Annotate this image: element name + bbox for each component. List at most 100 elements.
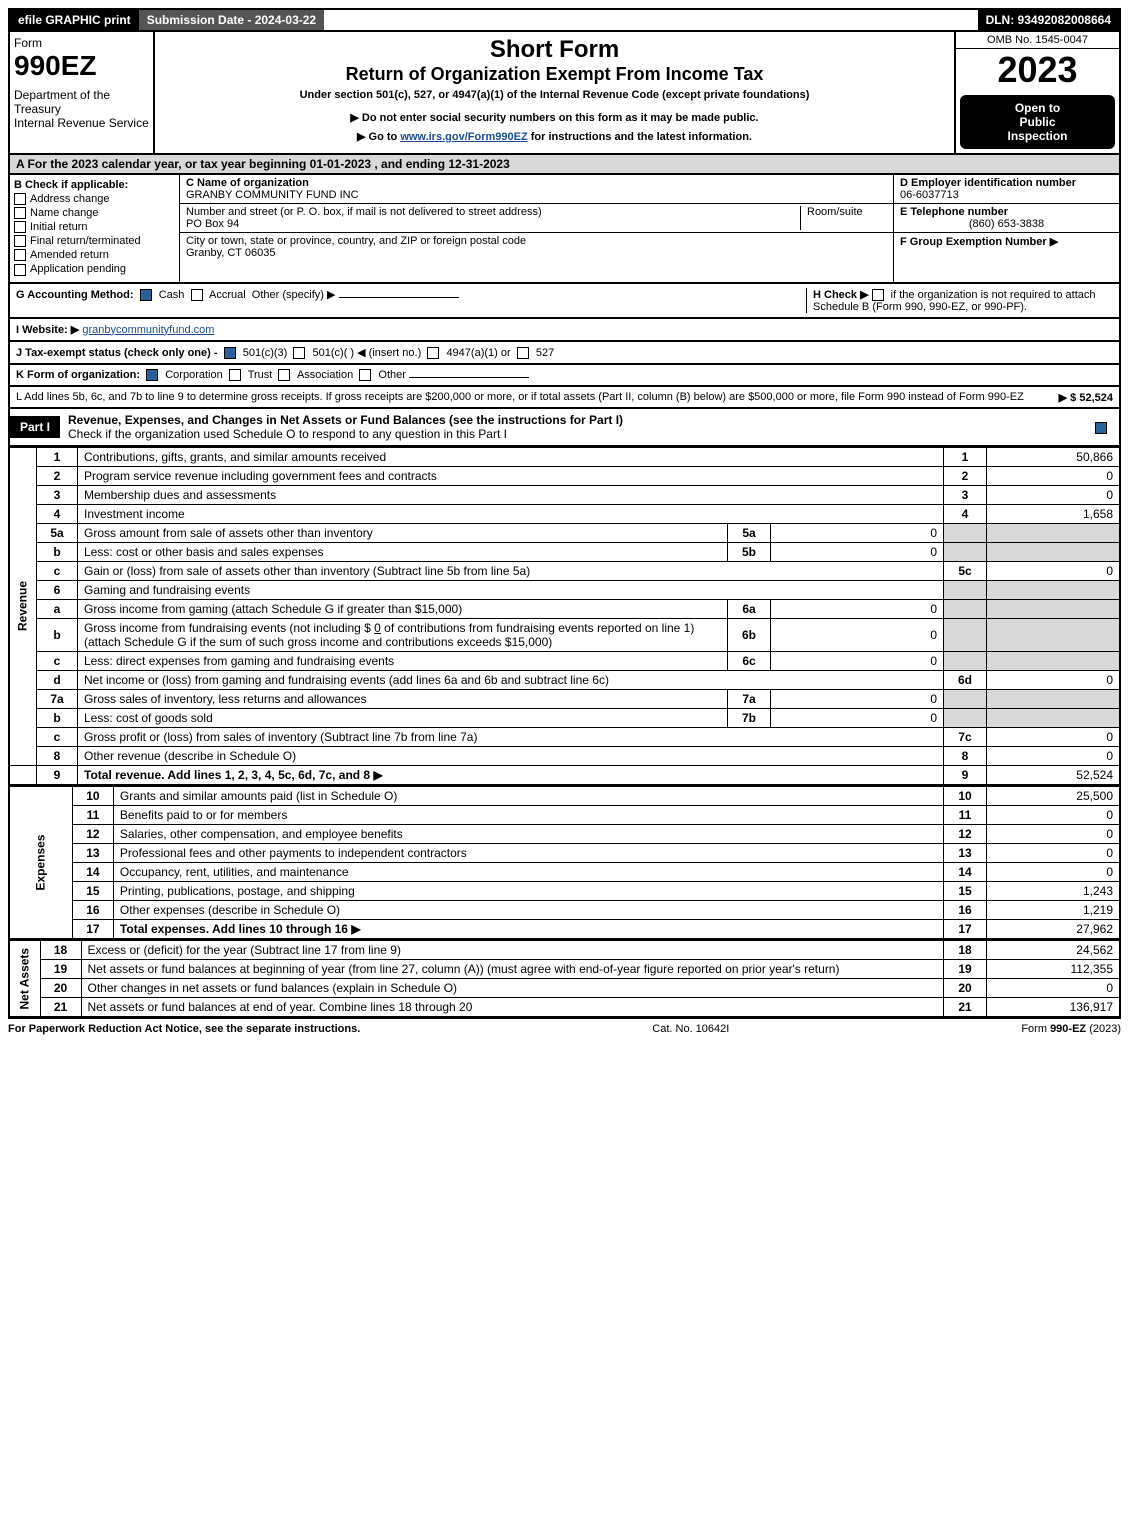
expenses-vertical-label: Expenses — [9, 786, 72, 939]
line-21-desc: Net assets or fund balances at end of ye… — [81, 997, 944, 1017]
checkbox-4947a1[interactable] — [427, 347, 439, 359]
dln-label: DLN: 93492082008664 — [978, 10, 1119, 30]
line-4-val: 1,658 — [987, 504, 1121, 523]
opt-application-pending: Application pending — [30, 263, 126, 275]
line-5b-desc: Less: cost or other basis and sales expe… — [78, 543, 728, 561]
header-mid: Short Form Return of Organization Exempt… — [155, 32, 954, 153]
ein-value: 06-6037713 — [900, 189, 1113, 201]
line-8-desc: Other revenue (describe in Schedule O) — [78, 746, 944, 765]
checkbox-address-change[interactable] — [14, 193, 26, 205]
line-20-desc: Other changes in net assets or fund bala… — [81, 978, 944, 997]
line-18-desc: Excess or (deficit) for the year (Subtra… — [81, 940, 944, 959]
checkbox-accrual[interactable] — [191, 289, 203, 301]
checkbox-527[interactable] — [517, 347, 529, 359]
form-header: Form 990EZ Department of the Treasury In… — [8, 32, 1121, 155]
section-j: J Tax-exempt status (check only one) - 5… — [8, 342, 1121, 365]
k-label: K Form of organization: — [16, 369, 140, 381]
line-7a-subval: 0 — [771, 690, 944, 708]
checkbox-amended-return[interactable] — [14, 249, 26, 261]
line-5b-sub: 5b — [728, 543, 771, 561]
irs-label: Internal Revenue Service — [14, 116, 149, 130]
line-16-val: 1,219 — [987, 900, 1121, 919]
line-17-desc: Total expenses. Add lines 10 through 16 — [120, 922, 348, 936]
opt-initial-return: Initial return — [30, 221, 87, 233]
checkbox-final-return[interactable] — [14, 235, 26, 247]
line-16-desc: Other expenses (describe in Schedule O) — [113, 900, 943, 919]
checkbox-trust[interactable] — [229, 369, 241, 381]
line-7b-desc: Less: cost of goods sold — [78, 709, 728, 727]
checkbox-initial-return[interactable] — [14, 221, 26, 233]
opt-final-return: Final return/terminated — [30, 235, 141, 247]
d-ein-label: D Employer identification number — [900, 177, 1113, 189]
line-1-num: 1 — [944, 447, 987, 466]
line-6b-sub: 6b — [728, 619, 771, 651]
line-10-num: 10 — [944, 786, 987, 805]
line-17-val: 27,962 — [987, 919, 1121, 939]
line-17-num: 17 — [944, 919, 987, 939]
efile-print-label[interactable]: efile GRAPHIC print — [10, 10, 139, 30]
c-city-label: City or town, state or province, country… — [186, 235, 887, 247]
checkbox-501c3[interactable] — [224, 347, 236, 359]
line-15-val: 1,243 — [987, 881, 1121, 900]
irs-link[interactable]: www.irs.gov/Form990EZ — [400, 131, 527, 143]
line-6c-desc: Less: direct expenses from gaming and fu… — [78, 652, 728, 670]
line-11-val: 0 — [987, 805, 1121, 824]
checkbox-501c[interactable] — [293, 347, 305, 359]
opt-501c3: 501(c)(3) — [243, 347, 288, 359]
submission-date: Submission Date - 2024-03-22 — [139, 10, 324, 30]
phone-value: (860) 653-3838 — [900, 218, 1113, 230]
line-7b-subval: 0 — [771, 709, 944, 727]
tax-year: 2023 — [956, 49, 1119, 91]
line-2-num: 2 — [944, 466, 987, 485]
line-19-val: 112,355 — [987, 959, 1121, 978]
header-note-goto: ▶ Go to www.irs.gov/Form990EZ for instru… — [159, 130, 950, 143]
line-18-num: 18 — [944, 940, 987, 959]
title-short: Short Form — [159, 36, 950, 64]
line-19-num: 19 — [944, 959, 987, 978]
checkbox-association[interactable] — [278, 369, 290, 381]
opt-address-change: Address change — [30, 193, 110, 205]
checkbox-part1-scheduleO[interactable] — [1095, 422, 1107, 434]
checkbox-cash[interactable] — [140, 289, 152, 301]
line-3-desc: Membership dues and assessments — [78, 485, 944, 504]
omb-number: OMB No. 1545-0047 — [956, 32, 1119, 49]
checkbox-other-org[interactable] — [359, 369, 371, 381]
checkbox-corporation[interactable] — [146, 369, 158, 381]
c-addr-label: Number and street (or P. O. box, if mail… — [186, 206, 800, 218]
open-to-public-badge: Open to Public Inspection — [960, 95, 1115, 149]
line-7c-desc: Gross profit or (loss) from sales of inv… — [78, 727, 944, 746]
line-6a-desc: Gross income from gaming (attach Schedul… — [78, 600, 728, 618]
checkbox-h-not-required[interactable] — [872, 289, 884, 301]
c-name-label: C Name of organization — [186, 177, 887, 189]
checkbox-name-change[interactable] — [14, 207, 26, 219]
g-label: G Accounting Method: — [16, 289, 134, 301]
line-6a-subval: 0 — [771, 600, 944, 618]
line-9-val: 52,524 — [987, 765, 1121, 785]
line-14-num: 14 — [944, 862, 987, 881]
line-15-num: 15 — [944, 881, 987, 900]
room-suite-label: Room/suite — [800, 206, 887, 230]
line-7c-val: 0 — [987, 727, 1121, 746]
row-a-tax-year: A For the 2023 calendar year, or tax yea… — [8, 155, 1121, 175]
header-left: Form 990EZ Department of the Treasury In… — [10, 32, 155, 153]
line-10-desc: Grants and similar amounts paid (list in… — [113, 786, 943, 805]
org-city: Granby, CT 06035 — [186, 247, 887, 259]
top-bar: efile GRAPHIC print Submission Date - 20… — [8, 8, 1121, 32]
opt-accrual: Accrual — [209, 289, 246, 301]
line-20-val: 0 — [987, 978, 1121, 997]
section-b-through-f: B Check if applicable: Address change Na… — [8, 175, 1121, 284]
header-note-ssn: ▶ Do not enter social security numbers o… — [159, 111, 950, 124]
line-12-desc: Salaries, other compensation, and employ… — [113, 824, 943, 843]
section-b: B Check if applicable: Address change Na… — [10, 175, 180, 282]
opt-cash: Cash — [159, 289, 185, 301]
checkbox-application-pending[interactable] — [14, 264, 26, 276]
line-15-desc: Printing, publications, postage, and shi… — [113, 881, 943, 900]
footer-formno: Form 990-EZ (2023) — [1021, 1023, 1121, 1035]
line-6a-sub: 6a — [728, 600, 771, 618]
line-2-desc: Program service revenue including govern… — [78, 466, 944, 485]
line-13-num: 13 — [944, 843, 987, 862]
website-link[interactable]: granbycommunityfund.com — [82, 324, 214, 336]
line-9-num: 9 — [944, 765, 987, 785]
opt-501c: 501(c)( ) ◀ (insert no.) — [313, 347, 422, 359]
line-6b-desc: Gross income from fundraising events (no… — [78, 619, 728, 651]
